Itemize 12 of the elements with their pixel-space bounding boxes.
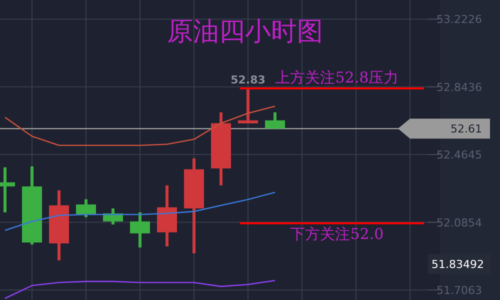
- annotation: 52.83: [230, 73, 266, 86]
- y-tick-label: 52.0854: [436, 216, 482, 230]
- y-tick-label: 52.8436: [436, 80, 482, 94]
- ref-line-label: 上方关注52.8压力: [275, 68, 399, 86]
- ref-line: 下方关注52.0: [240, 222, 424, 244]
- ref-line-label: 下方关注52.0: [290, 225, 384, 244]
- y-tick-label: 51.7063: [436, 284, 482, 297]
- ref-line: 52.61: [0, 118, 490, 139]
- y-tick-label: 52.4645: [436, 148, 482, 162]
- ref-line-label: 52.61: [450, 122, 482, 136]
- text: 原油四小时图: [167, 17, 323, 47]
- y-tick-label: 53.2226: [436, 13, 482, 26]
